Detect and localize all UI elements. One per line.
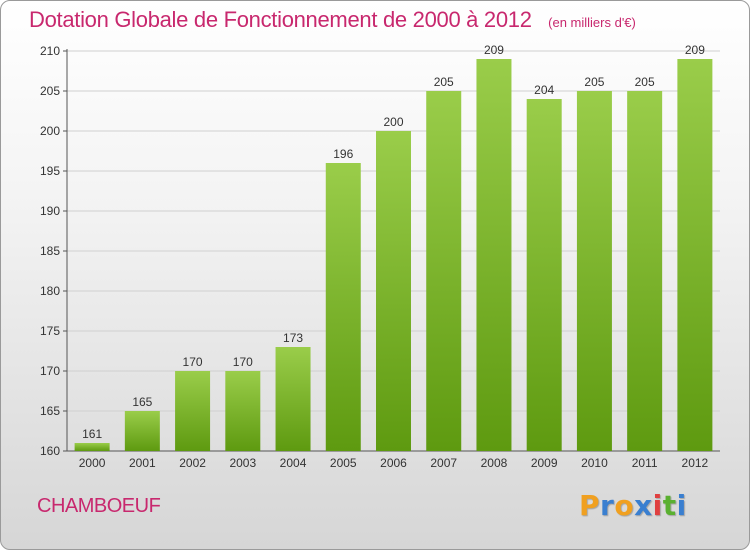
bar-2001 [124,411,160,451]
data-label-2009: 204 [534,83,554,97]
bar-2004 [275,347,311,451]
y-tick-label: 180 [40,284,60,298]
y-tick-label: 190 [40,204,60,218]
x-tick-label: 2000 [79,456,106,470]
y-tick-label: 205 [40,84,60,98]
x-tick-label: 2009 [531,456,558,470]
bar-2002 [175,371,211,451]
logo-letter: P [579,489,601,522]
bar-2011 [627,91,663,451]
data-label-2006: 200 [383,115,403,129]
proxiti-logo: Proxiti [579,489,687,522]
x-tick-label: 2003 [229,456,256,470]
x-tick-label: 2012 [682,456,709,470]
data-label-2008: 209 [484,43,504,57]
x-tick-label: 2007 [430,456,457,470]
x-tick-label: 2004 [280,456,307,470]
data-label-2011: 205 [635,75,655,89]
bar-2012 [677,59,713,451]
bar-2008 [476,59,512,451]
bar-2010 [576,91,612,451]
data-label-2005: 196 [333,147,353,161]
bar-2003 [225,371,261,451]
y-tick-label: 200 [40,124,60,138]
y-tick-label: 175 [40,324,60,338]
bar-2000 [74,443,110,451]
x-tick-label: 2011 [632,456,658,470]
data-label-2004: 173 [283,331,303,345]
x-tick-label: 2001 [129,456,156,470]
data-label-2002: 170 [183,355,203,369]
y-tick-label: 195 [40,164,60,178]
x-tick-label: 2006 [380,456,407,470]
x-tick-label: 2002 [179,456,206,470]
y-tick-label: 165 [40,404,60,418]
logo-letter: o [614,489,635,522]
bar-2005 [325,163,361,451]
x-tick-label: 2005 [330,456,357,470]
logo-letter: i [652,489,663,522]
logo-letter: i [676,489,687,522]
bar-2009 [526,99,562,451]
logo-letter: r [600,489,615,522]
data-label-2003: 170 [233,355,253,369]
logo-letter: t [662,489,677,522]
data-label-2012: 209 [685,43,705,57]
chart-subtitle: (en milliers d'€) [548,15,636,30]
y-tick-label: 160 [40,444,60,458]
y-tick-label: 210 [40,44,60,58]
bar-2007 [426,91,462,451]
data-label-2000: 161 [82,427,102,441]
title-row: Dotation Globale de Fonctionnement de 20… [29,7,636,33]
chart-title: Dotation Globale de Fonctionnement de 20… [29,7,532,32]
x-tick-label: 2010 [581,456,608,470]
logo-letter: x [634,489,653,522]
data-label-2010: 205 [584,75,604,89]
data-label-2007: 205 [434,75,454,89]
bar-2006 [376,131,411,451]
y-tick-label: 170 [40,364,60,378]
commune-name: CHAMBOEUF [37,495,161,517]
data-label-2001: 165 [132,395,152,409]
x-tick-label: 2008 [481,456,508,470]
y-tick-label: 185 [40,244,60,258]
